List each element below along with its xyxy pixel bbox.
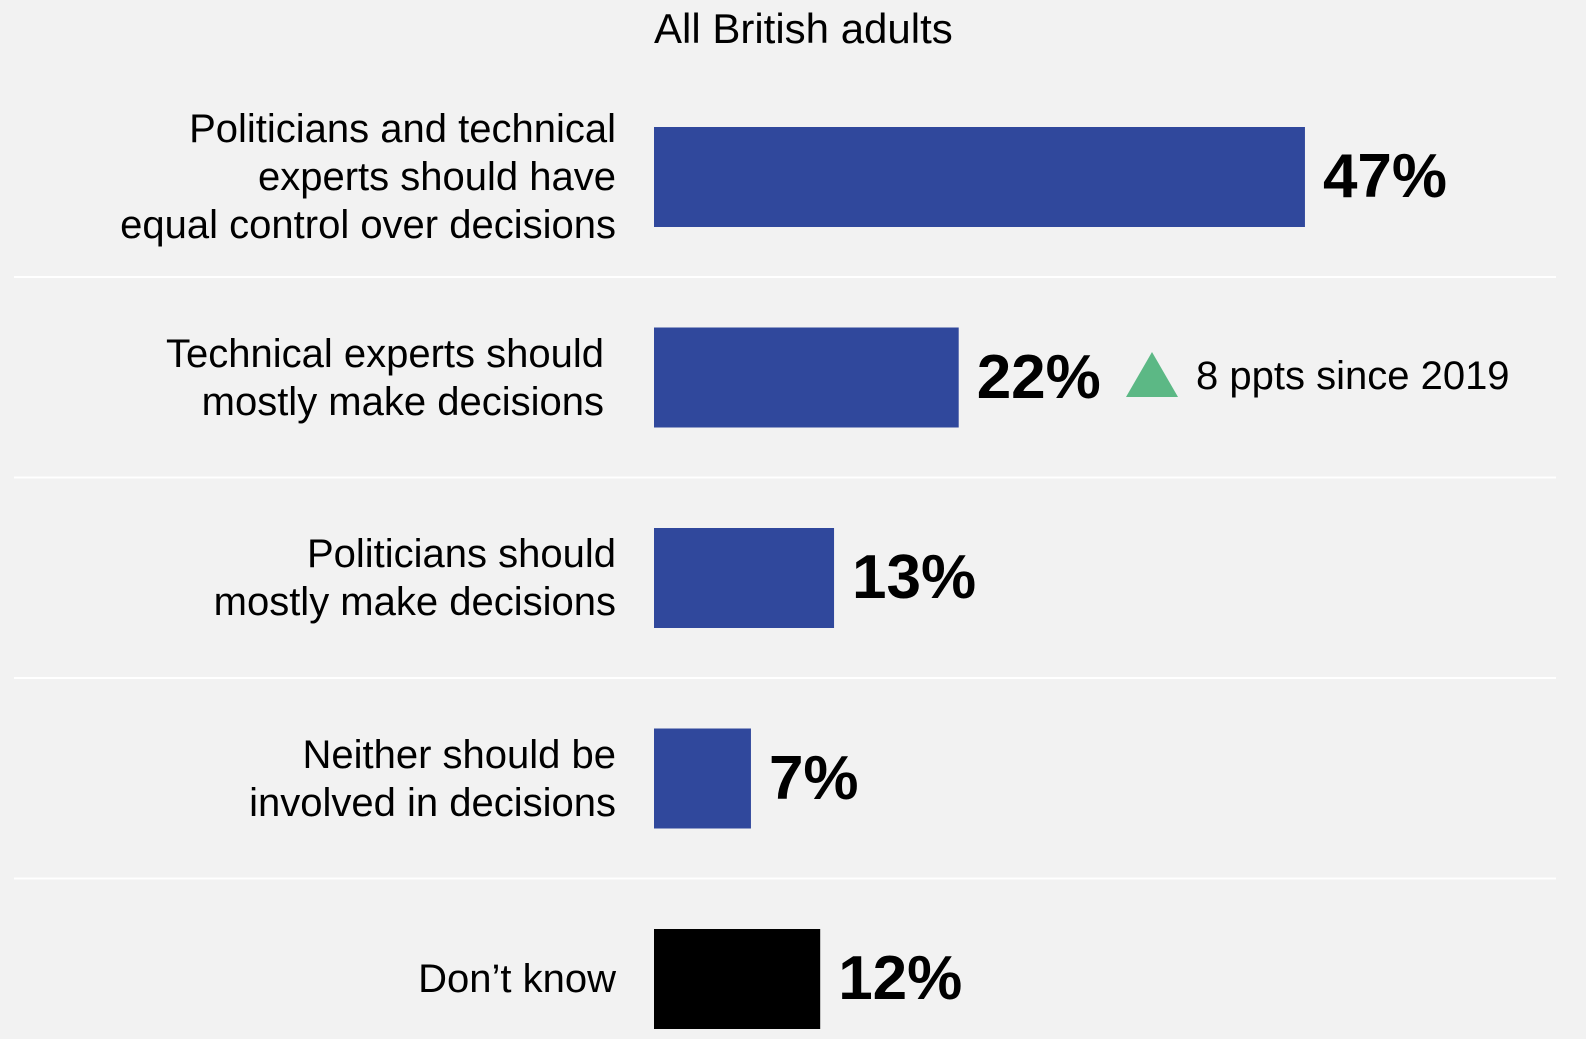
value-label: 12% — [838, 944, 963, 1013]
value-label: 13% — [852, 543, 977, 612]
bar-2 — [654, 528, 835, 628]
category-label: Politicians and technical experts should… — [120, 107, 616, 247]
change-annotation-text: 8 ppts since 2019 — [1196, 354, 1510, 398]
bar-3 — [654, 728, 751, 829]
value-label: 7% — [768, 743, 859, 813]
bar-4 — [654, 929, 821, 1029]
up-triangle-icon — [1126, 351, 1178, 397]
category-label: Technical experts should mostly make dec… — [165, 331, 604, 424]
value-label: 47% — [1322, 142, 1448, 211]
bar-1 — [654, 327, 959, 428]
bar-0 — [654, 127, 1305, 227]
change-annotation: 8 ppts since 2019 — [1126, 351, 1510, 401]
value-label: 22% — [976, 342, 1101, 412]
category-label: Don’t know — [418, 957, 616, 1001]
category-label: Neither should be involved in decisions — [249, 732, 616, 825]
category-label: Politicians should mostly make decisions — [213, 532, 616, 624]
chart-subtitle: All British adults — [654, 5, 953, 52]
